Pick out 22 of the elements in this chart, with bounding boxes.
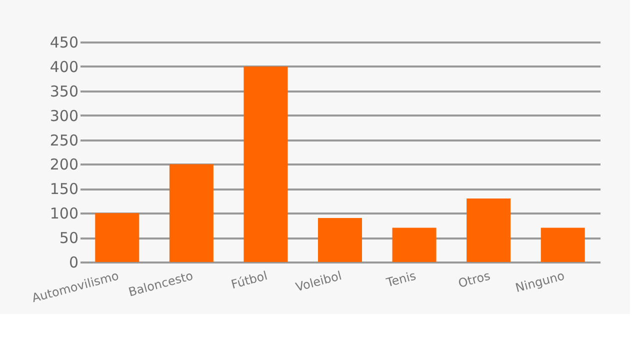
x-tick-label: Ninguno bbox=[514, 268, 566, 296]
y-tick-label: 400 bbox=[50, 58, 78, 76]
x-tick-label: Fútbol bbox=[230, 268, 269, 292]
bar bbox=[318, 218, 362, 262]
bar bbox=[466, 198, 511, 262]
x-tick-label: Tenis bbox=[384, 268, 418, 290]
y-tick-label: 150 bbox=[50, 180, 78, 198]
x-tick-label: Voleibol bbox=[294, 268, 344, 294]
x-tick-label: Otros bbox=[456, 268, 492, 290]
y-tick-label: 50 bbox=[59, 229, 78, 248]
y-tick-label: 0 bbox=[68, 254, 78, 272]
bar bbox=[540, 228, 585, 262]
y-tick-label: 450 bbox=[50, 34, 78, 52]
y-tick-label: 100 bbox=[50, 204, 78, 223]
y-tick-label: 250 bbox=[50, 131, 78, 150]
y-tick-label: 350 bbox=[50, 82, 78, 100]
y-tick-label: 200 bbox=[50, 156, 78, 174]
bar bbox=[392, 228, 436, 262]
bar bbox=[95, 213, 140, 262]
bar bbox=[244, 66, 288, 262]
bar bbox=[169, 164, 214, 262]
y-tick-label: 300 bbox=[50, 106, 78, 125]
